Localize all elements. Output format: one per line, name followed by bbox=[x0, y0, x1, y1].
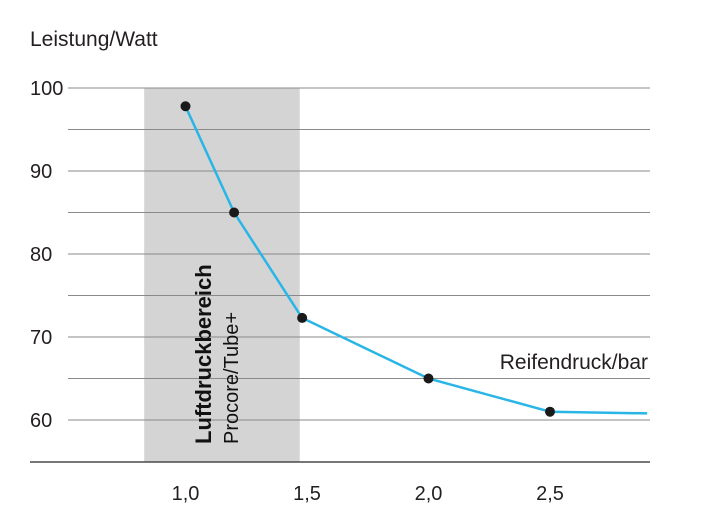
x-axis-title: Reifendruck/bar bbox=[500, 351, 648, 374]
gridlines bbox=[68, 87, 650, 421]
data-point bbox=[229, 207, 240, 218]
x-tick-label: 2,0 bbox=[415, 483, 443, 505]
data-point bbox=[423, 373, 434, 384]
x-axis-ticks: 1,0 1,5 2,0 2,5 bbox=[172, 483, 564, 505]
band-label-procore: Procore/Tube+ bbox=[221, 312, 243, 444]
x-tick-label: 1,5 bbox=[293, 483, 321, 505]
data-point bbox=[297, 312, 308, 323]
y-tick-label: 60 bbox=[30, 410, 52, 432]
data-points bbox=[180, 101, 555, 417]
y-tick-label: 70 bbox=[30, 327, 52, 349]
band-label-luftdruckbereich: Luftdruckbereich bbox=[191, 264, 216, 444]
y-tick-label: 100 bbox=[30, 78, 63, 100]
y-axis-title: Leistung/Watt bbox=[30, 28, 158, 51]
data-point bbox=[180, 101, 191, 112]
y-axis-ticks: 100 90 80 70 60 bbox=[30, 78, 63, 432]
y-tick-label: 90 bbox=[30, 161, 52, 183]
series-line-leistung bbox=[184, 105, 648, 415]
x-tick-label: 1,0 bbox=[172, 483, 200, 505]
y-tick-label: 80 bbox=[30, 244, 52, 266]
data-point bbox=[545, 406, 555, 417]
band-labels: Luftdruckbereich Procore/Tube+ bbox=[191, 264, 243, 444]
x-tick-label: 2,5 bbox=[536, 483, 564, 505]
